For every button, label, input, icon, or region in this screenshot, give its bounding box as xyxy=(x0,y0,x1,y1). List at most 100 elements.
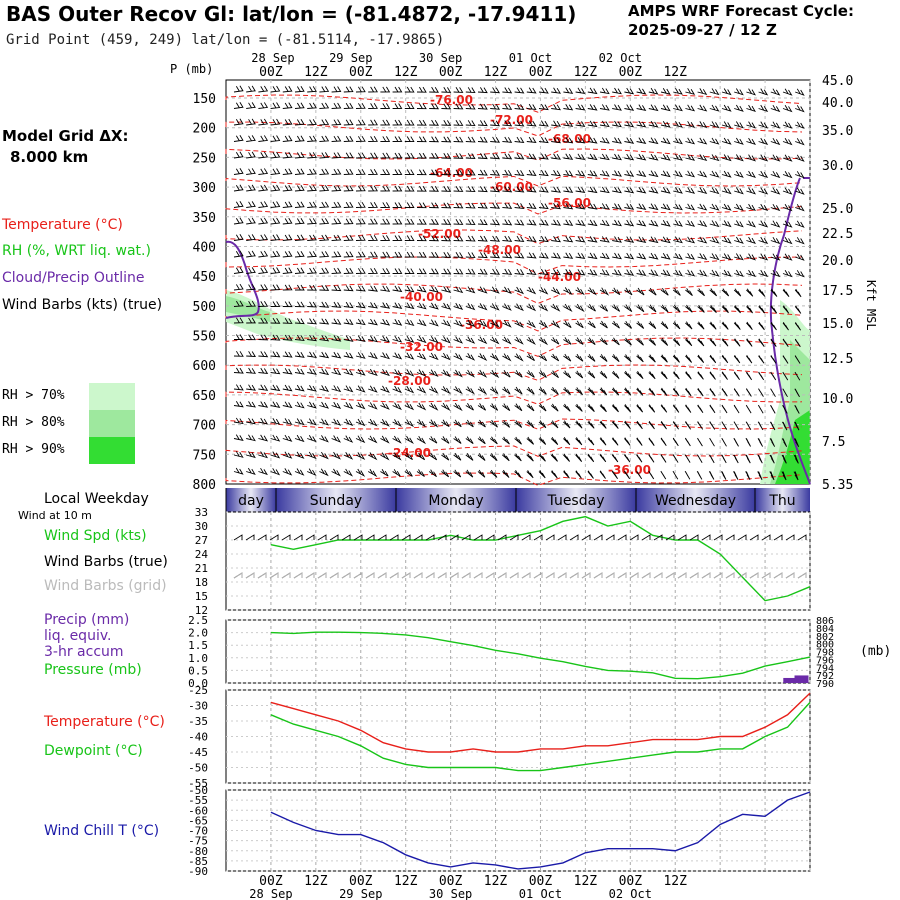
wind-barb xyxy=(392,335,403,343)
wind-barb xyxy=(331,385,342,393)
wind-barb xyxy=(550,353,560,362)
wind-barb xyxy=(282,334,293,341)
wind-barb-grid xyxy=(329,572,339,579)
wind-barb xyxy=(551,235,561,243)
wind-barb-grid xyxy=(581,572,591,579)
wind-barb xyxy=(258,184,269,192)
wind-barb xyxy=(697,388,704,397)
wind-barb xyxy=(416,302,427,310)
wind-barb xyxy=(282,168,293,175)
wind-barb-grid xyxy=(245,572,255,579)
wind-barb xyxy=(745,438,751,447)
wind-barb xyxy=(502,103,513,110)
wind-barb xyxy=(380,169,391,175)
wind-barb xyxy=(685,354,692,363)
wind-barb xyxy=(538,436,547,445)
wind-barb xyxy=(697,236,708,244)
wind-barb xyxy=(355,318,366,326)
pressure-tick-label: 400 xyxy=(193,240,216,255)
wind-barb xyxy=(709,269,720,277)
wind-barb xyxy=(575,420,583,429)
wind-barb xyxy=(416,235,427,242)
temperature-tick: -35 xyxy=(188,715,208,728)
wind-barb xyxy=(648,269,659,277)
temperature-tick: -25 xyxy=(188,684,208,697)
wind-barb xyxy=(367,468,378,478)
wind-barb xyxy=(514,436,522,445)
weekday-label: Monday xyxy=(428,493,483,509)
wind-barb xyxy=(587,453,595,463)
wind-barb xyxy=(465,336,476,344)
wind-barb xyxy=(392,435,402,444)
wind-barb xyxy=(648,104,659,112)
wind-barb xyxy=(233,168,244,175)
wind-barb xyxy=(697,203,708,211)
wind-barb xyxy=(563,337,572,345)
temperature-contour-label: -76.00 xyxy=(430,93,473,107)
wind-barb xyxy=(490,186,501,193)
wind-barb xyxy=(721,220,732,228)
wind-barb xyxy=(258,267,269,274)
rh90-swatch xyxy=(89,437,135,464)
wind-barb xyxy=(551,87,561,94)
temperature-contour xyxy=(225,202,803,215)
wind-barb xyxy=(758,338,765,347)
wind-barb xyxy=(709,354,717,364)
height-tick-label: 20.0 xyxy=(822,254,853,269)
wind-barb xyxy=(234,334,244,340)
wind-barb xyxy=(502,202,513,209)
wind-barb xyxy=(770,88,781,96)
wind-barb xyxy=(465,419,474,428)
wind-barb xyxy=(355,218,366,225)
wind-barb xyxy=(575,303,585,313)
wind-barb xyxy=(587,104,598,111)
wind-barb xyxy=(233,102,244,109)
wind-barb xyxy=(672,304,681,313)
wind-barb xyxy=(270,168,281,175)
legend-windchill: Wind Chill T (°C) xyxy=(44,823,160,839)
wind-barb xyxy=(526,386,535,395)
temperature-contour xyxy=(225,229,803,245)
wind-barb xyxy=(648,287,657,296)
wind-barb xyxy=(587,470,594,479)
precip-tick: 0.0 xyxy=(188,677,208,690)
wind-barb xyxy=(380,152,391,159)
wind-barb xyxy=(636,437,643,446)
wind-barb xyxy=(538,453,546,462)
wind-barb xyxy=(270,418,281,425)
pressure-tick: 802 xyxy=(816,632,834,643)
forecast-cycle: AMPS WRF Forecast Cycle: 2025-09-27 / 12… xyxy=(628,2,854,40)
time-tick-label-bottom: 12Z xyxy=(304,874,328,889)
wind-barb xyxy=(709,121,720,129)
wind-barb xyxy=(294,334,305,341)
wind-barb xyxy=(502,453,510,462)
wind-barb xyxy=(453,235,464,242)
wind-barb xyxy=(270,401,281,408)
wind-barb xyxy=(404,251,415,258)
wind-barb xyxy=(672,437,679,447)
wind-barb xyxy=(514,120,525,127)
wind-barb xyxy=(526,120,537,127)
wind-barb xyxy=(514,469,522,479)
wind-barb xyxy=(721,388,728,397)
wind-barb xyxy=(355,302,366,309)
wind-barb xyxy=(734,88,744,96)
wind-barb xyxy=(782,371,789,381)
wind-barb xyxy=(514,453,522,462)
pressure-tick-label: 800 xyxy=(193,478,216,493)
wind-barb xyxy=(246,417,256,425)
wind-barb xyxy=(757,471,763,481)
wind-barb xyxy=(685,371,692,380)
temperature-contour xyxy=(225,94,803,113)
wind-barb xyxy=(551,153,561,160)
wind-barb-grid xyxy=(413,572,423,579)
wind-barb-grid xyxy=(269,572,279,579)
wind-barb xyxy=(721,338,729,347)
wind-barb xyxy=(721,371,728,380)
wind-barb xyxy=(319,368,330,376)
wind-barb xyxy=(343,468,354,477)
wind-barb xyxy=(355,435,366,444)
wind-barb xyxy=(733,454,739,464)
wind-barb xyxy=(538,202,549,210)
temperature-contour-label: -44.00 xyxy=(538,270,581,284)
